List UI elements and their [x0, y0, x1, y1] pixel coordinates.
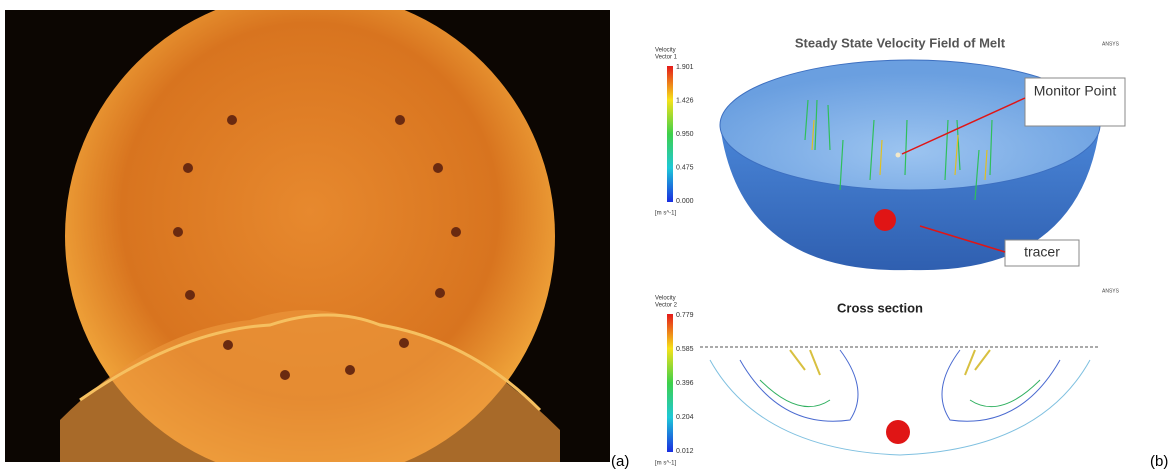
brand: ANSYS	[1102, 288, 1120, 294]
callout: Monitor Point	[1034, 83, 1117, 99]
legend-tick: 1.901	[676, 64, 694, 71]
legend-tick: 0.779	[676, 312, 694, 319]
legend-title: Velocity	[655, 48, 676, 54]
figure: (a) (b) Steady State Velocity Field of M…	[0, 0, 1176, 473]
legend-unit: [m s^-1]	[655, 461, 676, 467]
color-bar	[667, 314, 673, 452]
photo	[5, 0, 610, 473]
legend-tick: 0.000	[676, 198, 694, 205]
sim-title: Cross section	[837, 300, 923, 315]
legend-tick: 0.475	[676, 164, 694, 171]
legend-tick: 1.426	[676, 97, 694, 104]
legend-tick: 0.950	[676, 131, 694, 138]
color-bar	[667, 66, 673, 202]
panel-label: (b)	[1150, 453, 1168, 470]
sim-title: Steady State Velocity Field of Melt	[795, 35, 1006, 50]
legend-tick: 0.012	[676, 448, 694, 455]
legend-tick: 0.204	[676, 414, 694, 421]
legend-title: Vector 1	[655, 55, 678, 61]
tracer-ball	[874, 209, 896, 231]
monitor-point	[896, 153, 901, 158]
legend-tick: 0.585	[676, 346, 694, 353]
tracer-ball	[886, 420, 910, 444]
legend-unit: [m s^-1]	[655, 211, 676, 217]
callout: tracer	[1024, 244, 1060, 260]
brand: ANSYS	[1102, 41, 1120, 47]
panel-label: (a)	[611, 453, 629, 470]
legend-tick: 0.396	[676, 380, 694, 387]
legend-title: Vector 2	[655, 303, 678, 309]
legend-title: Velocity	[655, 296, 676, 302]
